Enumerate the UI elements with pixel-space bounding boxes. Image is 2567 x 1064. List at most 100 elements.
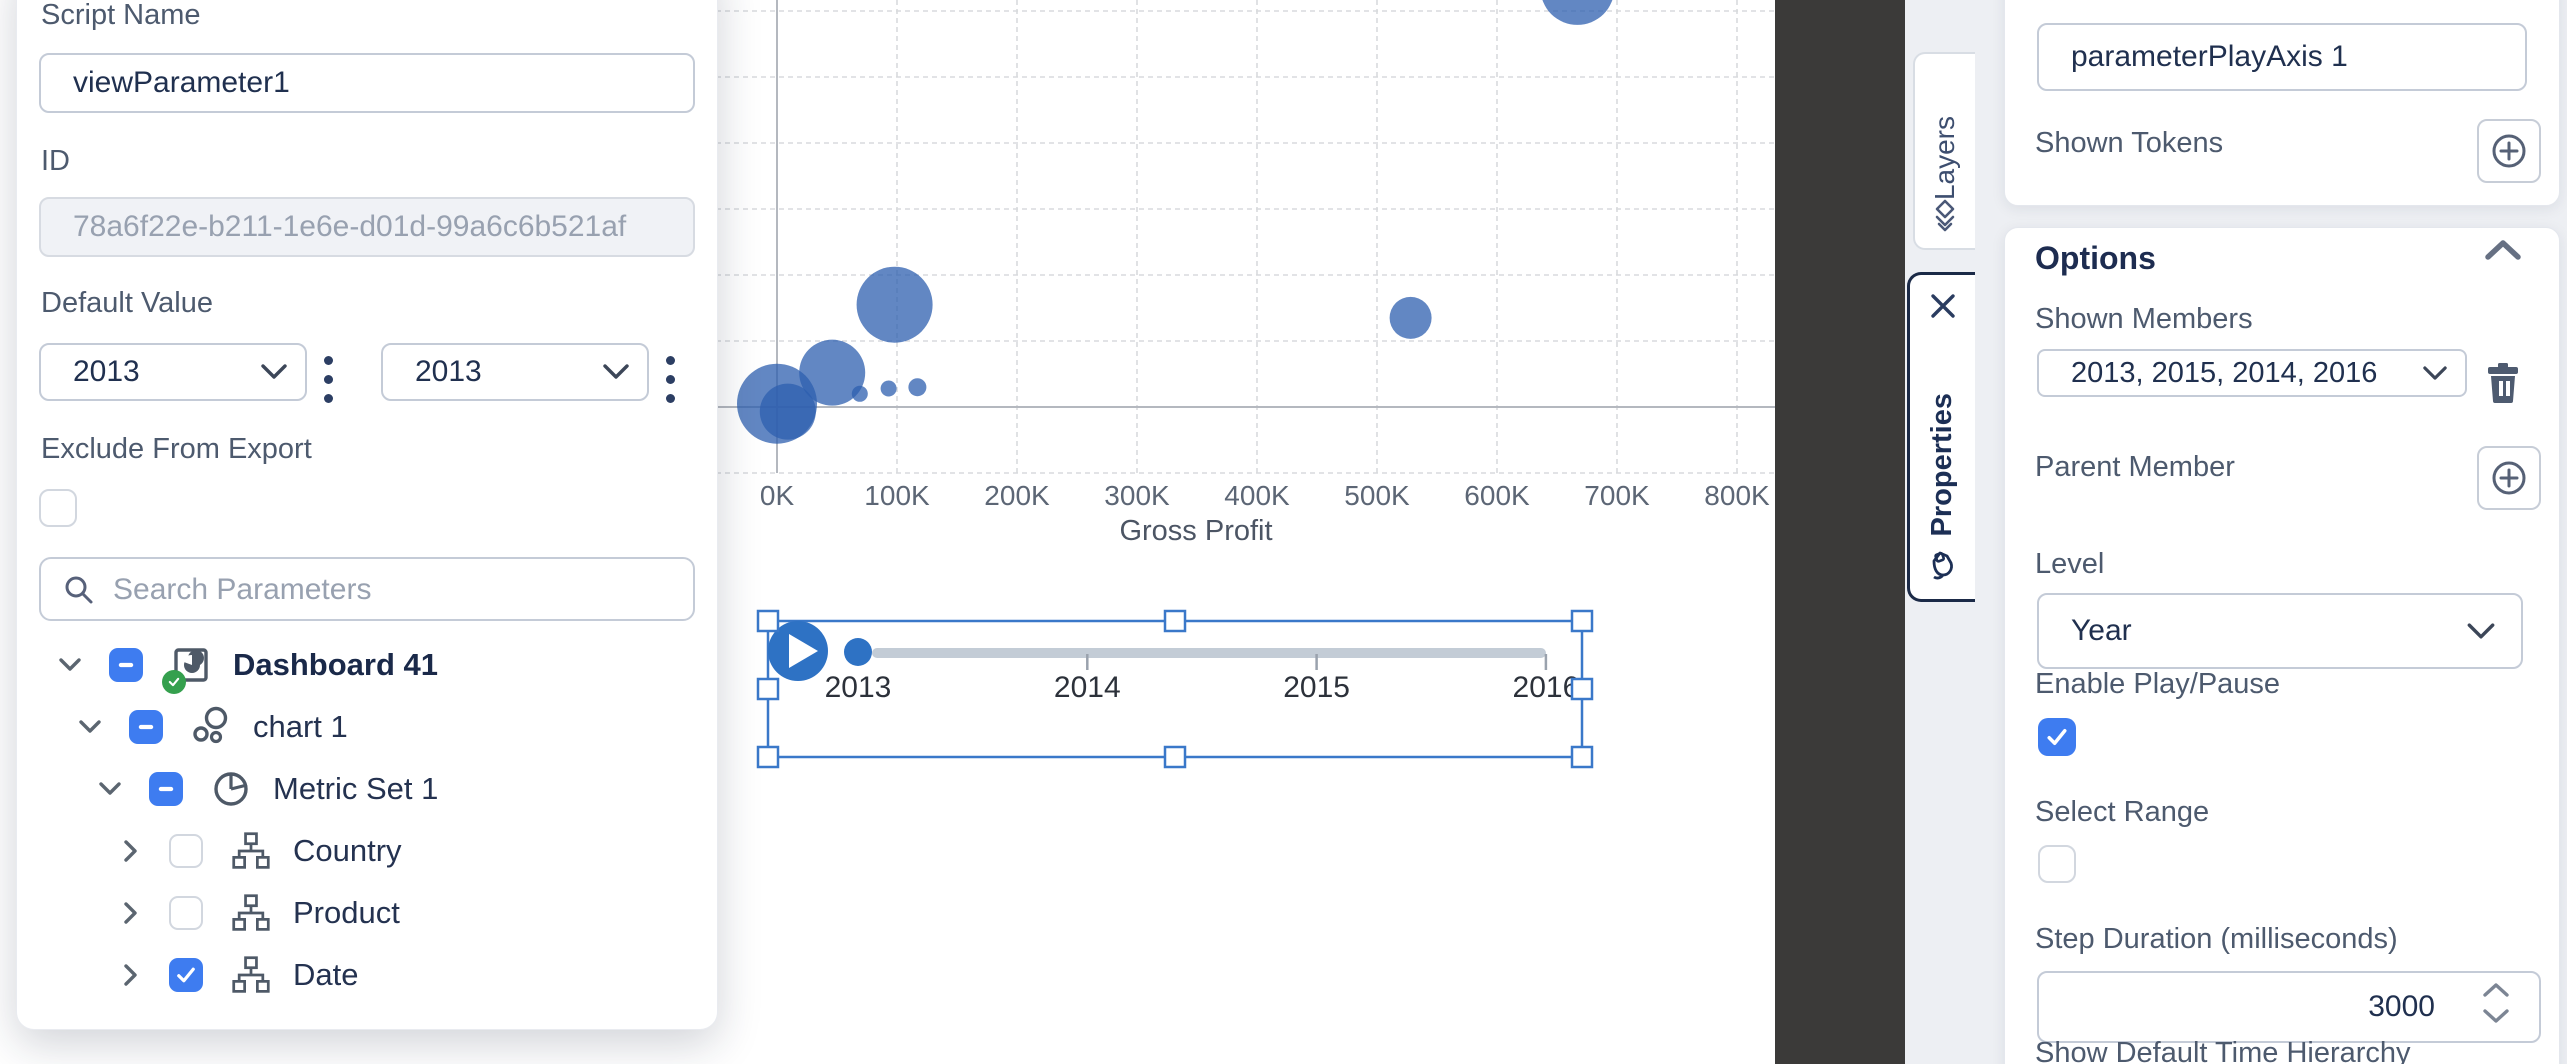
tree-item-label: Product <box>293 895 400 930</box>
tree-item-chart-1[interactable]: chart 1 <box>17 696 717 758</box>
select-range-checkbox[interactable] <box>2038 845 2076 883</box>
bubble-data-point[interactable] <box>1540 0 1614 25</box>
search-parameters-input[interactable] <box>111 559 675 621</box>
bubble-chart[interactable]: 0K 100K 200K 300K 400K 500K 600K 700K 800K Gross … <box>716 0 1775 560</box>
slider-track[interactable] <box>872 648 1546 658</box>
tree-item-product[interactable]: Product <box>17 882 717 944</box>
hierarchy-icon <box>232 956 270 993</box>
chevron-right-icon[interactable] <box>117 838 143 864</box>
tree-item-label: Country <box>293 833 402 868</box>
bubble-data-point[interactable] <box>1389 296 1432 339</box>
delete-trash-icon[interactable] <box>2481 361 2525 405</box>
spinner-down-icon[interactable] <box>2481 1007 2511 1025</box>
tree-item-metric-set-1[interactable]: Metric Set 1 <box>17 758 717 820</box>
default-value-select-2[interactable]: 2013 <box>381 343 649 401</box>
chevron-down-icon[interactable] <box>97 776 123 802</box>
level-select[interactable]: Year <box>2037 593 2523 669</box>
resize-handle[interactable] <box>1163 745 1187 769</box>
shown-members-value: 2013, 2015, 2014, 2016 <box>2071 356 2378 389</box>
tree-checkbox[interactable] <box>129 710 163 744</box>
shown-tokens-label: Shown Tokens <box>2035 127 2224 159</box>
shown-members-select[interactable]: 2013, 2015, 2014, 2016 <box>2037 349 2467 397</box>
search-parameters-box <box>39 557 695 621</box>
chevron-down-icon[interactable] <box>77 714 103 740</box>
slider-year-label: 2013 <box>825 671 892 704</box>
chevron-right-icon[interactable] <box>117 900 143 926</box>
tree-checkbox[interactable] <box>169 896 203 930</box>
default-value-2: 2013 <box>415 355 482 388</box>
x-tick-label: 400K <box>1224 480 1290 511</box>
step-duration-field <box>2037 971 2541 1043</box>
x-tick-label: 600K <box>1464 480 1530 511</box>
bubble-chart-icon <box>193 706 228 744</box>
enable-play-pause-checkbox[interactable] <box>2038 718 2076 756</box>
layers-icon <box>1935 199 1955 232</box>
tree-checkbox[interactable] <box>109 648 143 682</box>
hierarchy-icon <box>232 894 270 931</box>
tree-item-date[interactable]: Date <box>17 944 717 1006</box>
tree-item-label: Metric Set 1 <box>273 771 439 806</box>
name-input[interactable] <box>2037 23 2527 91</box>
level-value: Year <box>2071 614 2132 647</box>
tree-checkbox[interactable] <box>169 958 203 992</box>
bubble-data-point[interactable] <box>759 383 816 440</box>
slider-year-label: 2015 <box>1283 671 1350 704</box>
tree-item-dashboard-41[interactable]: Dashboard 41 <box>17 634 717 696</box>
resize-handle[interactable] <box>1570 745 1594 769</box>
close-icon-wrap <box>1910 291 1975 321</box>
tree-checkbox[interactable] <box>169 834 203 868</box>
dashboard-icon <box>174 648 208 682</box>
resize-handle[interactable] <box>756 677 780 701</box>
script-name-input[interactable] <box>39 53 695 113</box>
collapse-chevron-up-icon[interactable] <box>2483 238 2523 262</box>
default-value-select-1[interactable]: 2013 <box>39 343 307 401</box>
tab-properties-label: Properties <box>1926 393 1958 537</box>
resize-handle[interactable] <box>1570 677 1594 701</box>
resize-handle[interactable] <box>1570 609 1594 633</box>
slider-year-label: 2016 <box>1513 671 1580 704</box>
tab-properties-label-wrap: Properties <box>1910 393 1975 536</box>
bubble-data-point[interactable] <box>799 339 866 406</box>
bubble-data-point[interactable] <box>851 385 868 402</box>
tree-item-label: Date <box>293 957 359 992</box>
bubble-data-point[interactable] <box>856 266 933 343</box>
x-tick-label: 300K <box>1104 480 1170 511</box>
select-range-label: Select Range <box>2035 796 2210 828</box>
number-spinner[interactable] <box>2481 981 2511 1025</box>
options-card: Options Shown Members 2013, 2015, 2014, … <box>2004 227 2560 1064</box>
exclude-from-export-checkbox[interactable] <box>39 489 77 527</box>
chevron-right-icon[interactable] <box>117 962 143 988</box>
pie-chart-icon <box>214 772 248 806</box>
play-axis-slider[interactable]: 2013 2014 2015 2016 <box>716 570 1666 800</box>
slider-thumb[interactable] <box>844 638 872 666</box>
spinner-up-icon[interactable] <box>2481 981 2511 999</box>
resize-handle[interactable] <box>756 745 780 769</box>
x-tick-label: 100K <box>864 480 930 511</box>
kebab-menu-icon[interactable] <box>665 351 675 408</box>
chevron-down-icon[interactable] <box>57 652 83 678</box>
parent-member-label: Parent Member <box>2035 451 2235 483</box>
tree-checkbox[interactable] <box>149 772 183 806</box>
x-axis-title: Gross Profit <box>1119 515 1272 547</box>
step-duration-input[interactable] <box>2037 971 2541 1043</box>
x-tick-label: 200K <box>984 480 1050 511</box>
tab-properties[interactable]: Properties <box>1907 272 1975 602</box>
script-name-label: Script Name <box>41 0 201 31</box>
format-icon-wrap <box>1910 547 1975 583</box>
slider-year-label: 2014 <box>1054 671 1121 704</box>
tab-layers-label-wrap: Layers <box>1915 116 1975 200</box>
parameter-properties-panel: Script Name ID Default Value 2013 2013 E… <box>16 0 718 1030</box>
close-icon[interactable] <box>1928 291 1958 321</box>
resize-handle[interactable] <box>756 609 780 633</box>
format-paint-icon <box>1932 551 1953 580</box>
resize-handle[interactable] <box>1163 609 1187 633</box>
tree-item-label: chart 1 <box>253 709 348 744</box>
tree-item-country[interactable]: Country <box>17 820 717 882</box>
add-shown-token-button[interactable] <box>2477 119 2541 183</box>
bubble-data-point[interactable] <box>908 378 927 397</box>
add-parent-member-button[interactable] <box>2477 446 2541 510</box>
bubble-data-point[interactable] <box>880 380 897 397</box>
x-tick-label: 800K <box>1704 480 1770 511</box>
tab-layers[interactable]: Layers <box>1913 52 1975 250</box>
kebab-menu-icon[interactable] <box>323 351 333 408</box>
